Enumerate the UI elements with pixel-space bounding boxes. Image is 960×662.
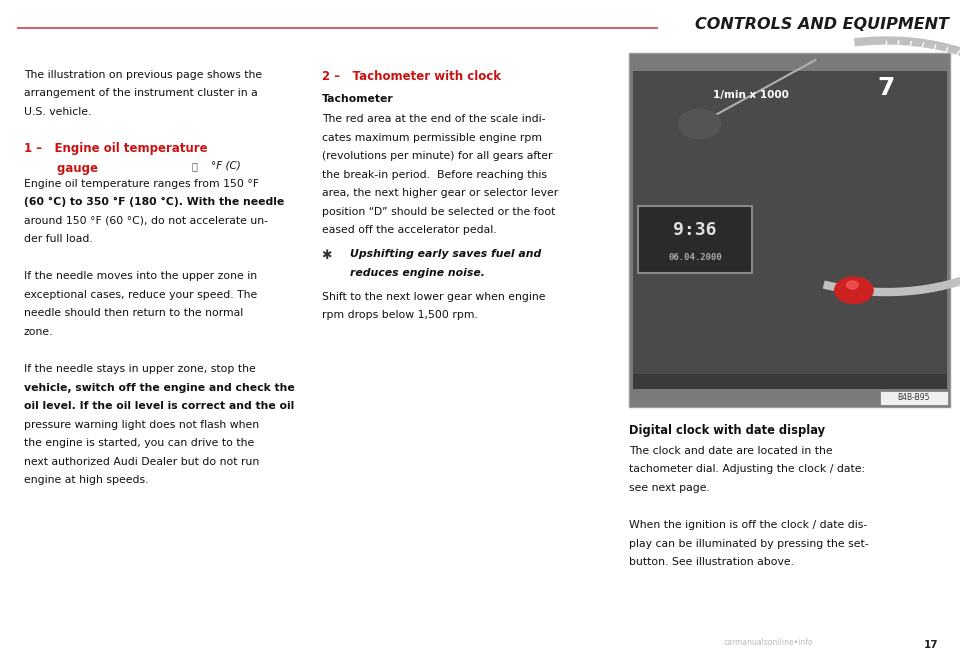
Text: carmanualsoniline•info: carmanualsoniline•info xyxy=(723,638,813,647)
Text: next authorized Audi Dealer but do not run: next authorized Audi Dealer but do not r… xyxy=(24,457,259,467)
Text: exceptional cases, reduce your speed. The: exceptional cases, reduce your speed. Th… xyxy=(24,290,257,300)
Text: 9:36: 9:36 xyxy=(673,220,717,238)
Text: °F (C): °F (C) xyxy=(211,160,241,170)
Text: 1 –   Engine oil temperature: 1 – Engine oil temperature xyxy=(24,142,207,155)
Text: position “D” should be selected or the foot: position “D” should be selected or the f… xyxy=(322,207,555,216)
Text: arrangement of the instrument cluster in a: arrangement of the instrument cluster in… xyxy=(24,88,257,98)
Circle shape xyxy=(834,277,874,303)
Text: B4B-B95: B4B-B95 xyxy=(898,393,930,402)
Text: (60 °C) to 350 °F (180 °C). With the needle: (60 °C) to 350 °F (180 °C). With the nee… xyxy=(24,197,284,207)
Text: rpm drops below 1,500 rpm.: rpm drops below 1,500 rpm. xyxy=(322,310,477,320)
Text: Shift to the next lower gear when engine: Shift to the next lower gear when engine xyxy=(322,292,545,302)
FancyBboxPatch shape xyxy=(880,391,948,405)
Text: play can be illuminated by pressing the set-: play can be illuminated by pressing the … xyxy=(629,539,869,549)
Text: The red area at the end of the scale indi-: The red area at the end of the scale ind… xyxy=(322,114,545,124)
Text: der full load.: der full load. xyxy=(24,234,93,244)
Text: ✱: ✱ xyxy=(322,250,332,262)
Text: pressure warning light does not flash when: pressure warning light does not flash wh… xyxy=(24,420,259,430)
Text: vehicle, switch off the engine and check the: vehicle, switch off the engine and check… xyxy=(24,383,295,393)
Circle shape xyxy=(679,109,721,138)
FancyBboxPatch shape xyxy=(638,207,752,273)
FancyBboxPatch shape xyxy=(633,71,947,389)
Text: zone.: zone. xyxy=(24,327,54,337)
Text: If the needle moves into the upper zone in: If the needle moves into the upper zone … xyxy=(24,271,257,281)
Text: The illustration on previous page shows the: The illustration on previous page shows … xyxy=(24,70,262,79)
Text: Digital clock with date display: Digital clock with date display xyxy=(629,424,825,437)
Text: 17: 17 xyxy=(924,640,939,650)
Text: needle should then return to the normal: needle should then return to the normal xyxy=(24,308,243,318)
Text: engine at high speeds.: engine at high speeds. xyxy=(24,475,149,485)
FancyBboxPatch shape xyxy=(629,53,950,407)
Text: eased off the accelerator pedal.: eased off the accelerator pedal. xyxy=(322,225,496,235)
Text: 1/min x 1000: 1/min x 1000 xyxy=(713,91,789,101)
Text: 2 –   Tachometer with clock: 2 – Tachometer with clock xyxy=(322,70,500,83)
Text: (revolutions per minute) for all gears after: (revolutions per minute) for all gears a… xyxy=(322,151,552,161)
Text: reduces engine noise.: reduces engine noise. xyxy=(350,268,485,278)
Text: The clock and date are located in the: The clock and date are located in the xyxy=(629,446,832,456)
Text: 7: 7 xyxy=(877,76,895,101)
Text: the engine is started, you can drive to the: the engine is started, you can drive to … xyxy=(24,438,254,448)
Text: If the needle stays in upper zone, stop the: If the needle stays in upper zone, stop … xyxy=(24,364,255,374)
Text: When the ignition is off the clock / date dis-: When the ignition is off the clock / dat… xyxy=(629,520,867,530)
Text: oil level. If the oil level is correct and the oil: oil level. If the oil level is correct a… xyxy=(24,401,295,411)
Text: around 150 °F (60 °C), do not accelerate un-: around 150 °F (60 °C), do not accelerate… xyxy=(24,216,268,226)
FancyBboxPatch shape xyxy=(633,374,947,389)
Text: button. See illustration above.: button. See illustration above. xyxy=(629,557,794,567)
Circle shape xyxy=(847,281,858,289)
Text: the break-in period.  Before reaching this: the break-in period. Before reaching thi… xyxy=(322,169,546,179)
Text: ⭕: ⭕ xyxy=(192,161,198,171)
Text: gauge: gauge xyxy=(24,162,98,175)
Text: U.S. vehicle.: U.S. vehicle. xyxy=(24,107,91,117)
Text: CONTROLS AND EQUIPMENT: CONTROLS AND EQUIPMENT xyxy=(695,17,948,32)
Text: area, the next higher gear or selector lever: area, the next higher gear or selector l… xyxy=(322,188,558,198)
Text: Upshifting early saves fuel and: Upshifting early saves fuel and xyxy=(350,250,541,260)
Text: see next page.: see next page. xyxy=(629,483,709,493)
Text: Engine oil temperature ranges from 150 °F: Engine oil temperature ranges from 150 °… xyxy=(24,179,259,189)
Text: cates maximum permissible engine rpm: cates maximum permissible engine rpm xyxy=(322,132,541,142)
Text: 06.04.2000: 06.04.2000 xyxy=(668,254,722,262)
Text: tachometer dial. Adjusting the clock / date:: tachometer dial. Adjusting the clock / d… xyxy=(629,465,865,475)
Text: Tachometer: Tachometer xyxy=(322,93,394,104)
